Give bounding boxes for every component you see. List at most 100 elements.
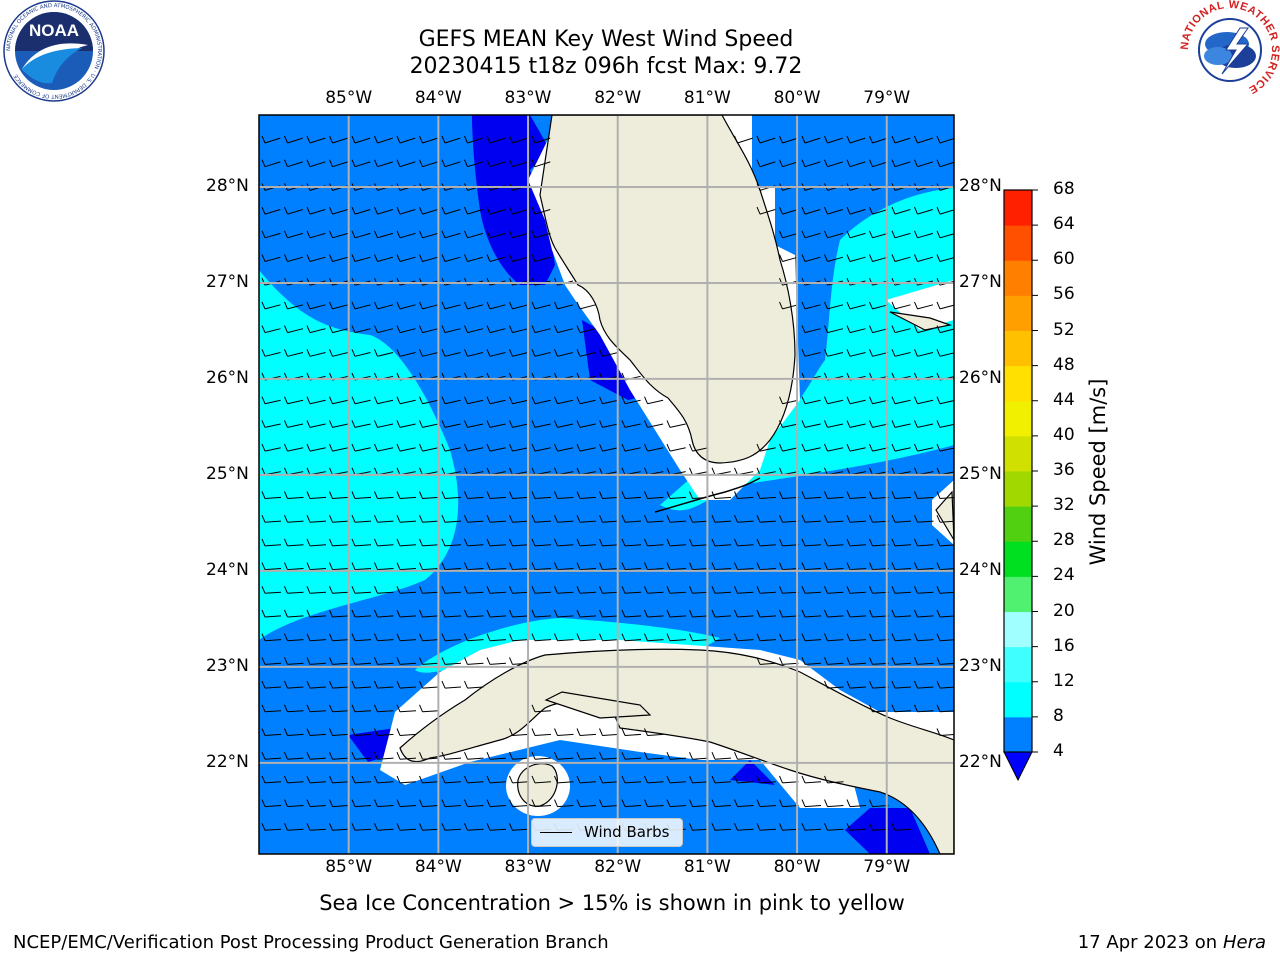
wind-barb: [464, 752, 484, 760]
wind-barb: [284, 491, 304, 499]
wind-barb: [441, 206, 461, 215]
wind-barb: [554, 301, 574, 310]
wind-barb: [441, 680, 462, 689]
wind-barb: [329, 562, 349, 571]
wind-barb: [486, 491, 507, 499]
wind-barb: [306, 752, 327, 760]
wind-barb: [351, 396, 371, 405]
wind-barb: [891, 159, 911, 168]
wind-barb: [329, 586, 349, 594]
wind-barb: [441, 443, 461, 452]
wind-barb: [914, 349, 934, 357]
wind-barb: [779, 538, 799, 547]
wind-barb: [261, 254, 281, 262]
wind-barb: [351, 823, 372, 831]
wind-barb: [374, 633, 394, 642]
wind-barb: [554, 491, 574, 499]
wind-barb: [374, 254, 394, 262]
wind-barb: [509, 752, 529, 760]
colorbar-tick-label: 52: [1053, 319, 1075, 340]
lon-label: 83°W: [504, 857, 552, 877]
wind-barb: [531, 633, 552, 642]
wind-barb: [284, 680, 304, 689]
wind-barb: [734, 562, 754, 571]
wind-barb: [891, 206, 911, 215]
lat-label: 27°N: [959, 271, 1002, 292]
wind-barb: [779, 609, 799, 618]
wind-barb: [351, 799, 372, 808]
wind-barb: [734, 799, 754, 808]
wind-barb: [284, 230, 304, 239]
wind-barb: [914, 254, 934, 262]
wind-barb: [689, 538, 709, 547]
lon-label: 85°W: [325, 88, 373, 108]
wind-barb: [621, 752, 642, 760]
wind-barb: [261, 586, 282, 594]
wind-barb: [441, 301, 461, 310]
wind-barb: [689, 443, 709, 452]
wind-barb: [284, 443, 304, 452]
wind-barb: [441, 349, 461, 357]
wind-barb: [824, 680, 844, 689]
wind-barb: [509, 799, 529, 808]
wind-barb: [531, 752, 552, 760]
wind-barb: [599, 443, 619, 452]
wind-barb: [441, 515, 462, 523]
wind-barb: [464, 349, 484, 357]
wind-barb: [441, 254, 461, 262]
wind-barb: [824, 349, 844, 357]
wind-barb: [554, 775, 574, 784]
legend-label: Wind Barbs: [584, 823, 670, 841]
wind-barb: [509, 728, 529, 736]
wind-barb: [824, 823, 844, 831]
footer-credit: NCEP/EMC/Verification Post Processing Pr…: [13, 932, 609, 953]
wind-barb: [711, 562, 732, 571]
wind-barb: [419, 752, 439, 760]
wind-barb: [891, 538, 912, 547]
wind-barb: [486, 752, 507, 760]
wind-barb: [644, 538, 664, 547]
wind-barb: [644, 396, 664, 405]
wind-barb: [914, 562, 934, 571]
wind-barb: [801, 515, 822, 523]
wind-barb: [621, 443, 641, 452]
wind-barb: [531, 775, 552, 784]
wind-barb: [734, 823, 754, 831]
wind-barb: [846, 230, 866, 239]
footer-machine: Hera: [1222, 932, 1266, 953]
lon-label: 80°W: [773, 88, 821, 108]
wind-barb: [599, 420, 619, 428]
colorbar-tick-label: 32: [1053, 495, 1075, 516]
wind-barb: [689, 633, 709, 642]
wind-barb: [531, 206, 551, 215]
wind-barb: [756, 206, 776, 215]
wind-barb: [824, 775, 844, 784]
wind-barb: [891, 657, 912, 665]
wind-barb: [396, 230, 416, 239]
wind-barb: [891, 491, 912, 499]
wind-barb: [419, 586, 439, 594]
wind-barb: [419, 515, 439, 523]
wind-barb: [554, 325, 574, 334]
wind-barb: [374, 562, 394, 571]
wind-barb: [801, 135, 821, 144]
lon-label: 81°W: [683, 857, 731, 877]
wind-barb: [306, 254, 326, 262]
lon-label: 80°W: [773, 857, 821, 877]
wind-barb: [666, 586, 687, 594]
wind-barb: [441, 159, 461, 168]
wind-barb: [599, 728, 619, 736]
wind-barb: [779, 396, 799, 405]
colorbar-tick-label: 20: [1053, 600, 1075, 621]
wind-barb: [351, 301, 371, 310]
wind-barb: [351, 728, 372, 736]
lat-label: 23°N: [959, 655, 1002, 676]
wind-barb: [486, 206, 506, 215]
wind-barb: [509, 586, 529, 594]
wind-barb: [801, 420, 821, 428]
wind-barb: [486, 349, 506, 357]
wind-barb: [801, 349, 821, 357]
wind-barb: [374, 799, 394, 808]
wind-barb: [644, 799, 664, 808]
wind-barb: [576, 633, 597, 642]
